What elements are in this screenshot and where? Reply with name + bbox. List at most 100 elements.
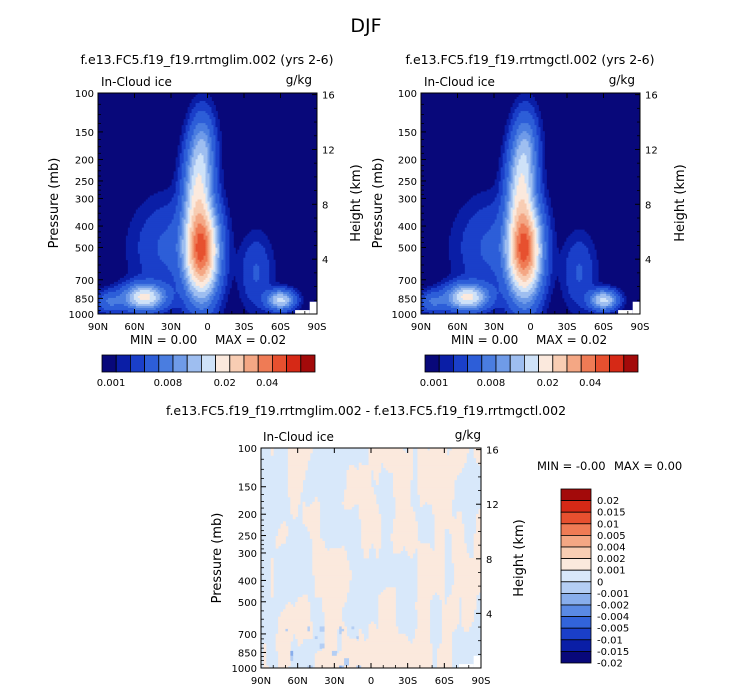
field-cell [534,203,537,206]
field-cell [177,173,183,176]
field-cell [179,161,185,164]
field-cell [480,241,502,245]
field-cell [456,516,462,520]
terrain-mask [459,664,474,668]
field-cell [283,609,311,613]
field-cell [270,558,274,561]
field-cell [450,291,456,295]
field-cell [508,279,511,283]
field-cell [610,295,613,299]
field-cell [566,269,577,273]
field-cell [127,301,133,305]
field-cell [538,153,543,156]
field-cell [510,185,515,188]
field-cell [292,514,299,517]
field-cell [480,249,500,253]
field-cell [141,265,169,269]
field-cell [290,653,294,657]
field-cell [536,229,539,233]
field-cell [538,121,543,124]
field-cell [524,199,529,202]
field-cell [540,219,543,222]
colorbar-box [560,523,592,536]
field-cell [542,233,545,237]
field-cell [510,165,515,168]
field-cell [450,261,464,265]
field-cell [197,251,206,255]
field-cell [213,285,216,289]
field-cell [512,129,517,132]
field-cell [450,229,466,233]
field-cell [187,193,190,196]
field-cell [349,658,433,662]
field-cell [215,165,220,168]
field-cell [213,291,216,295]
field-cell [512,231,515,235]
field-cell [526,225,531,229]
field-cell [540,241,543,245]
field-cell [289,299,292,303]
field-cell [253,273,260,277]
field-cell [510,225,515,229]
field-cell [207,225,210,229]
field-cell [177,291,186,295]
field-cell [193,169,206,172]
field-cell [205,171,208,174]
field-cell [207,171,212,174]
field-cell [530,273,535,277]
colorbar-label: -0.002 [597,601,629,612]
field-cell [514,159,519,162]
field-cell [141,271,173,275]
field-cell [508,199,511,202]
field-cell [183,283,186,287]
field-cell [129,281,167,285]
field-cell [195,105,210,108]
field-cell [189,257,192,261]
field-cell [544,263,549,267]
field-cell [612,305,617,309]
field-cell [257,305,266,309]
field-cell [173,287,177,291]
field-cell [506,191,509,194]
field-cell [522,285,527,289]
field-cell [139,257,161,261]
field-cell [526,155,531,158]
field-cell [245,285,288,289]
field-cell [219,229,222,233]
field-cell [532,225,535,229]
field-cell [221,229,226,233]
field-cell [344,504,355,508]
field-cell [265,249,274,253]
field-cell [155,209,177,212]
field-cell [173,175,179,178]
field-cell [270,589,274,593]
field-cell [163,301,173,305]
field-cell [514,157,521,160]
field-cell [203,189,208,192]
field-cell [538,275,541,279]
field-cell [596,299,601,303]
field-cell [516,239,521,243]
field-cell [215,279,218,283]
field-cell [488,289,498,293]
field-cell [506,133,511,136]
field-cell [187,155,190,158]
field-cell [179,143,183,146]
field-cell [223,247,226,251]
field-cell [187,135,192,138]
colorbar-label: -0.001 [597,589,629,600]
field-cell [223,297,228,301]
field-cell [339,631,343,635]
field-cell [243,273,254,277]
field-cell [510,215,513,218]
field-cell [127,259,141,263]
field-cell [508,127,513,130]
field-cell [518,215,527,218]
field-cell [215,139,218,142]
field-cell [510,289,515,293]
field-cell [243,257,268,261]
field-cell [209,303,216,307]
field-cell [536,239,539,243]
field-cell [560,251,569,255]
field-cell [159,305,169,309]
